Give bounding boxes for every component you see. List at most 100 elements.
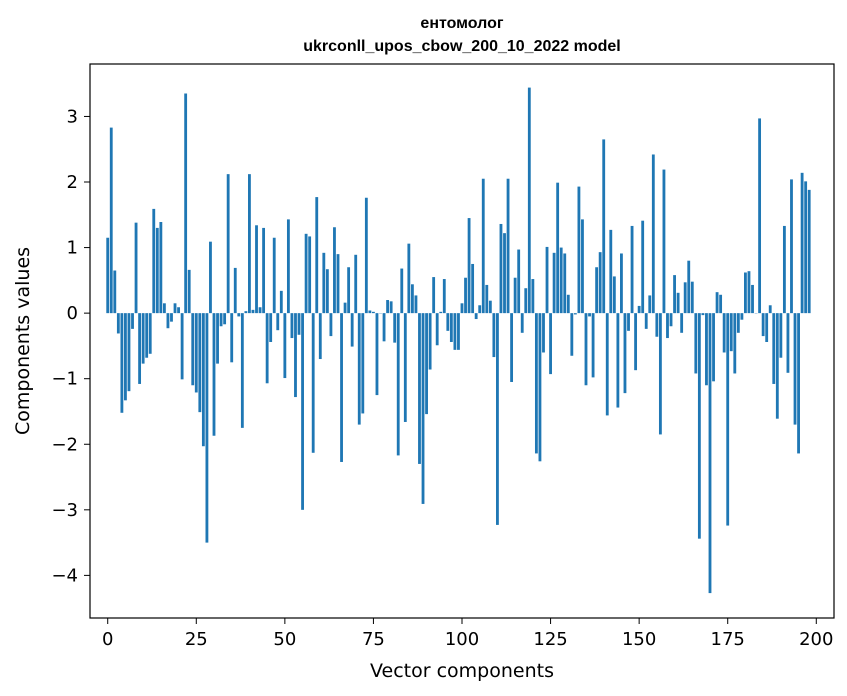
bar xyxy=(343,302,347,314)
bar xyxy=(761,313,765,337)
bar xyxy=(347,267,351,314)
y-tick-label: −3 xyxy=(51,500,78,521)
bar xyxy=(368,310,372,314)
bar xyxy=(230,313,234,363)
bar xyxy=(180,313,184,380)
bar xyxy=(602,139,606,314)
bar xyxy=(520,313,524,333)
bar xyxy=(549,313,552,375)
bar xyxy=(701,313,705,316)
bar xyxy=(697,313,701,539)
bar xyxy=(705,313,708,386)
bar xyxy=(155,227,159,314)
x-tick-label: 25 xyxy=(185,629,208,650)
bar xyxy=(141,313,145,364)
bar xyxy=(513,277,517,314)
y-tick-label: −2 xyxy=(51,434,78,455)
bar xyxy=(797,313,800,454)
bar xyxy=(758,118,762,314)
bar xyxy=(286,219,290,314)
bar xyxy=(124,313,127,401)
bar xyxy=(722,313,726,353)
bar xyxy=(184,93,188,314)
bar xyxy=(209,241,212,314)
bar xyxy=(400,268,404,314)
bar xyxy=(658,313,662,435)
bar xyxy=(386,300,390,314)
bar xyxy=(272,237,276,314)
bar xyxy=(485,284,489,314)
x-tick-label: 175 xyxy=(711,629,745,650)
bar xyxy=(262,227,266,314)
bar xyxy=(354,254,358,314)
bar xyxy=(173,303,177,314)
bar xyxy=(340,313,343,462)
bar xyxy=(496,313,499,525)
bar xyxy=(673,275,676,314)
x-tick-label: 150 xyxy=(622,629,656,650)
bar xyxy=(481,178,485,314)
bar xyxy=(708,313,712,594)
bar xyxy=(226,174,230,314)
bar xyxy=(407,243,411,314)
bar xyxy=(240,313,244,428)
bar xyxy=(726,313,730,526)
bar xyxy=(669,313,673,327)
bar xyxy=(460,303,464,314)
bar xyxy=(545,246,549,314)
bar xyxy=(311,313,315,453)
bar xyxy=(361,313,365,414)
bar xyxy=(446,313,450,331)
bar xyxy=(159,222,163,314)
bar xyxy=(166,313,170,329)
chart-title: ентомолог xyxy=(420,15,503,32)
x-tick-label: 0 xyxy=(102,629,113,650)
bar xyxy=(715,292,719,314)
bar xyxy=(127,313,131,392)
bar xyxy=(198,313,202,413)
y-tick-label: 0 xyxy=(67,303,78,324)
y-tick-label: −1 xyxy=(51,369,78,390)
bar xyxy=(325,269,329,314)
bar xyxy=(694,313,698,374)
bar xyxy=(425,313,428,415)
bar xyxy=(290,313,294,339)
bar xyxy=(322,252,326,314)
bar xyxy=(258,307,262,314)
bar xyxy=(315,197,319,314)
bar xyxy=(577,186,581,314)
bar xyxy=(591,313,595,378)
bar xyxy=(435,313,439,346)
bar xyxy=(503,233,506,314)
bar xyxy=(552,252,556,314)
bar xyxy=(205,313,209,543)
bar xyxy=(187,269,191,314)
bar xyxy=(389,301,393,314)
bar xyxy=(609,229,613,314)
bar xyxy=(106,237,110,314)
bar xyxy=(194,313,198,393)
bar xyxy=(605,313,609,416)
bar xyxy=(765,313,769,342)
bar xyxy=(421,313,425,504)
bar xyxy=(382,313,386,342)
bar xyxy=(116,313,120,334)
bar xyxy=(428,313,432,370)
bar xyxy=(113,270,117,314)
bar xyxy=(616,313,620,408)
bar xyxy=(216,313,219,364)
bar xyxy=(432,277,436,314)
bar xyxy=(237,313,241,317)
bar xyxy=(740,313,744,320)
bar xyxy=(418,313,421,464)
bar xyxy=(566,294,570,314)
bar xyxy=(134,222,138,314)
bar xyxy=(790,179,793,314)
bar xyxy=(138,313,142,384)
bar xyxy=(170,313,173,322)
bar xyxy=(301,313,304,510)
x-tick-label: 125 xyxy=(533,629,567,650)
bar xyxy=(148,313,152,354)
bar xyxy=(457,313,460,350)
